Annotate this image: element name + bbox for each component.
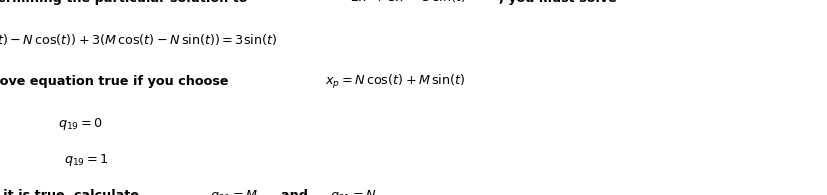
Text: $2(-M\,\mathrm{sin}(t) - N\,\mathrm{cos}(t)) + 3(M\,\mathrm{cos}(t) - N\,\mathrm: $2(-M\,\mathrm{sin}(t) - N\,\mathrm{cos}… [0,32,277,47]
Text: $x_p = N\,\mathrm{cos}(t) + M\,\mathrm{sin}(t)$: $x_p = N\,\mathrm{cos}(t) + M\,\mathrm{s… [325,73,465,91]
Text: $q_{19} = 1$: $q_{19} = 1$ [64,152,108,168]
Text: $q_{20} = M$: $q_{20} = M$ [209,189,257,195]
Text: and: and [271,190,317,195]
Text: Suppose it is true, calculate: Suppose it is true, calculate [0,190,148,195]
Text: It is true: It is true [0,117,31,130]
Text: It is false: It is false [0,153,35,166]
Text: $q_{21} = N$: $q_{21} = N$ [329,189,376,195]
Text: $2x'' + 3x' = 3\,\mathrm{sin}(t)$: $2x'' + 3x' = 3\,\mathrm{sin}(t)$ [349,0,466,5]
Text: 5. In determining the particular solution to: 5. In determining the particular solutio… [0,0,256,5]
Text: Is the above equation true if you choose: Is the above equation true if you choose [0,75,237,88]
Text: $q_{19} = 0$: $q_{19} = 0$ [58,116,103,132]
Text: , you must solve: , you must solve [499,0,616,5]
